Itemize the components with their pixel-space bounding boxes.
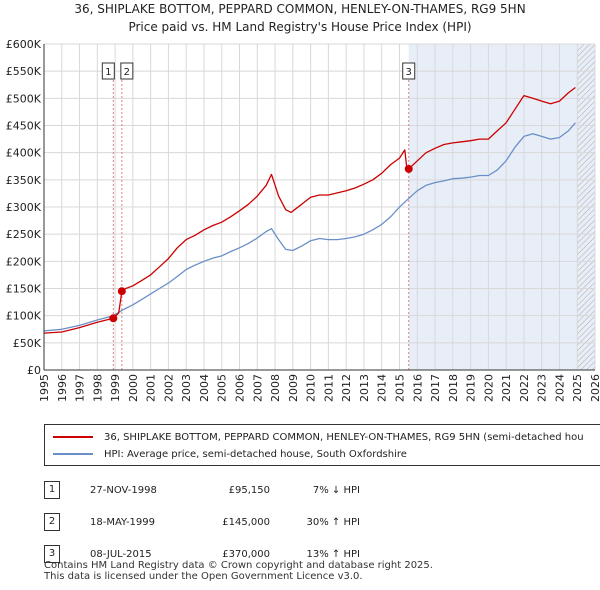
sale-price: £95,150 — [228, 484, 270, 496]
x-tick-label: 2009 — [287, 374, 300, 402]
y-tick-label: £500K — [6, 92, 42, 105]
x-tick-label: 2007 — [251, 374, 264, 402]
y-tick-label: £200K — [6, 255, 42, 268]
series-line-hpi — [43, 122, 576, 332]
footer: Contains HM Land Registry data © Crown c… — [44, 560, 433, 582]
x-tick-label: 2024 — [553, 374, 566, 402]
x-tick-label: 2026 — [589, 374, 600, 402]
x-tick-label: 1999 — [109, 374, 122, 402]
legend: 36, SHIPLAKE BOTTOM, PEPPARD COMMON, HEN… — [44, 424, 600, 466]
table-row: 1 27-NOV-1998 £95,150 7% ↓ HPI — [44, 474, 360, 506]
x-tick-label: 2025 — [571, 374, 584, 402]
x-tick-label: 2021 — [500, 374, 513, 402]
sale-badge: 3 — [44, 545, 60, 563]
x-tick-label: 2023 — [536, 374, 549, 402]
table-row: 2 18-MAY-1999 £145,000 30% ↑ HPI — [44, 506, 360, 538]
legend-swatch-property — [53, 436, 93, 438]
sale-label-box — [101, 62, 115, 80]
y-tick-label: £450K — [6, 120, 42, 133]
y-tick-label: £250K — [6, 228, 42, 241]
legend-item-hpi: HPI: Average price, semi-detached house,… — [53, 446, 407, 462]
price-chart: 1 2 3 £0 £50K £100K £150K £200K £250K £300K £350K… — [6, 38, 600, 402]
x-tick-label: 1998 — [91, 374, 104, 402]
y-tick-label: £350K — [6, 174, 42, 187]
y-tick-label: £150K — [6, 283, 42, 296]
y-tick-label: £400K — [6, 147, 42, 160]
x-tick-label: 2006 — [234, 374, 247, 402]
x-tick-label: 2003 — [180, 374, 193, 402]
table-row: 3 08-JUL-2015 £370,000 13% ↑ HPI — [44, 538, 360, 570]
x-tick-label: 2011 — [322, 374, 335, 402]
y-tick-label: £600K — [6, 38, 42, 51]
sale-label: 3 — [406, 67, 412, 78]
x-tick-label: 2001 — [145, 374, 158, 402]
y-tick-label: £550K — [6, 65, 42, 78]
x-tick-label: 1995 — [38, 374, 51, 402]
x-tick-label: 2019 — [465, 374, 478, 402]
legend-label-hpi: HPI: Average price, semi-detached house,… — [104, 448, 407, 460]
sale-badge: 2 — [44, 513, 60, 531]
x-tick-label: 1997 — [74, 374, 87, 402]
y-tick-label: £300K — [6, 201, 42, 214]
x-tick-label: 1996 — [56, 374, 69, 402]
footer-copyright: Contains HM Land Registry data © Crown c… — [44, 560, 433, 571]
y-tick-label: £50K — [13, 337, 42, 350]
x-tick-label: 2015 — [393, 374, 406, 402]
chart-title: 36, SHIPLAKE BOTTOM, PEPPARD COMMON, HEN… — [74, 2, 526, 16]
x-tick-label: 2000 — [127, 374, 140, 402]
legend-swatch-hpi — [53, 453, 93, 455]
sale-label: 1 — [105, 67, 111, 78]
x-tick-label: 2014 — [376, 374, 389, 402]
series-line-property — [43, 86, 576, 334]
x-tick-label: 2017 — [429, 374, 442, 402]
sale-price: £370,000 — [222, 548, 270, 560]
x-tick-label: 2018 — [447, 374, 460, 402]
chart-subtitle: Price paid vs. HM Land Registry's House … — [128, 20, 472, 34]
sale-label: 2 — [124, 67, 130, 78]
sale-badge: 1 — [44, 481, 60, 499]
sale-label-box — [402, 62, 416, 80]
x-tick-label: 2008 — [269, 374, 282, 402]
sale-date: 27-NOV-1998 — [90, 484, 157, 496]
x-tick-label: 2020 — [482, 374, 495, 402]
y-tick-label: £100K — [6, 310, 42, 323]
x-tick-label: 2005 — [216, 374, 229, 402]
sales-table: 1 27-NOV-1998 £95,150 7% ↓ HPI 2 18-MAY-… — [44, 474, 360, 570]
sale-date: 18-MAY-1999 — [90, 516, 156, 528]
sale-hpi-diff: 30% ↑ HPI — [306, 516, 360, 528]
x-tick-label: 2002 — [162, 374, 175, 402]
legend-item-property: 36, SHIPLAKE BOTTOM, PEPPARD COMMON, HEN… — [53, 429, 584, 445]
sale-label-box — [120, 62, 134, 80]
sale-point — [404, 164, 413, 173]
sale-hpi-diff: 13% ↑ HPI — [306, 548, 360, 560]
sale-point — [109, 314, 118, 323]
x-tick-label: 2010 — [305, 374, 318, 402]
x-tick-label: 2004 — [198, 374, 211, 402]
footer-licence: This data is licensed under the Open Gov… — [44, 571, 363, 582]
sale-point — [117, 287, 126, 296]
x-tick-label: 2012 — [340, 374, 353, 402]
x-tick-label: 2022 — [518, 374, 531, 402]
y-tick-label: £0 — [27, 364, 41, 377]
sale-date: 08-JUL-2015 — [90, 548, 152, 560]
legend-label-property: 36, SHIPLAKE BOTTOM, PEPPARD COMMON, HEN… — [104, 431, 584, 443]
sale-hpi-diff: 7% ↓ HPI — [312, 484, 360, 496]
sale-price: £145,000 — [222, 516, 270, 528]
x-tick-label: 2016 — [411, 374, 424, 402]
x-tick-label: 2013 — [358, 374, 371, 402]
